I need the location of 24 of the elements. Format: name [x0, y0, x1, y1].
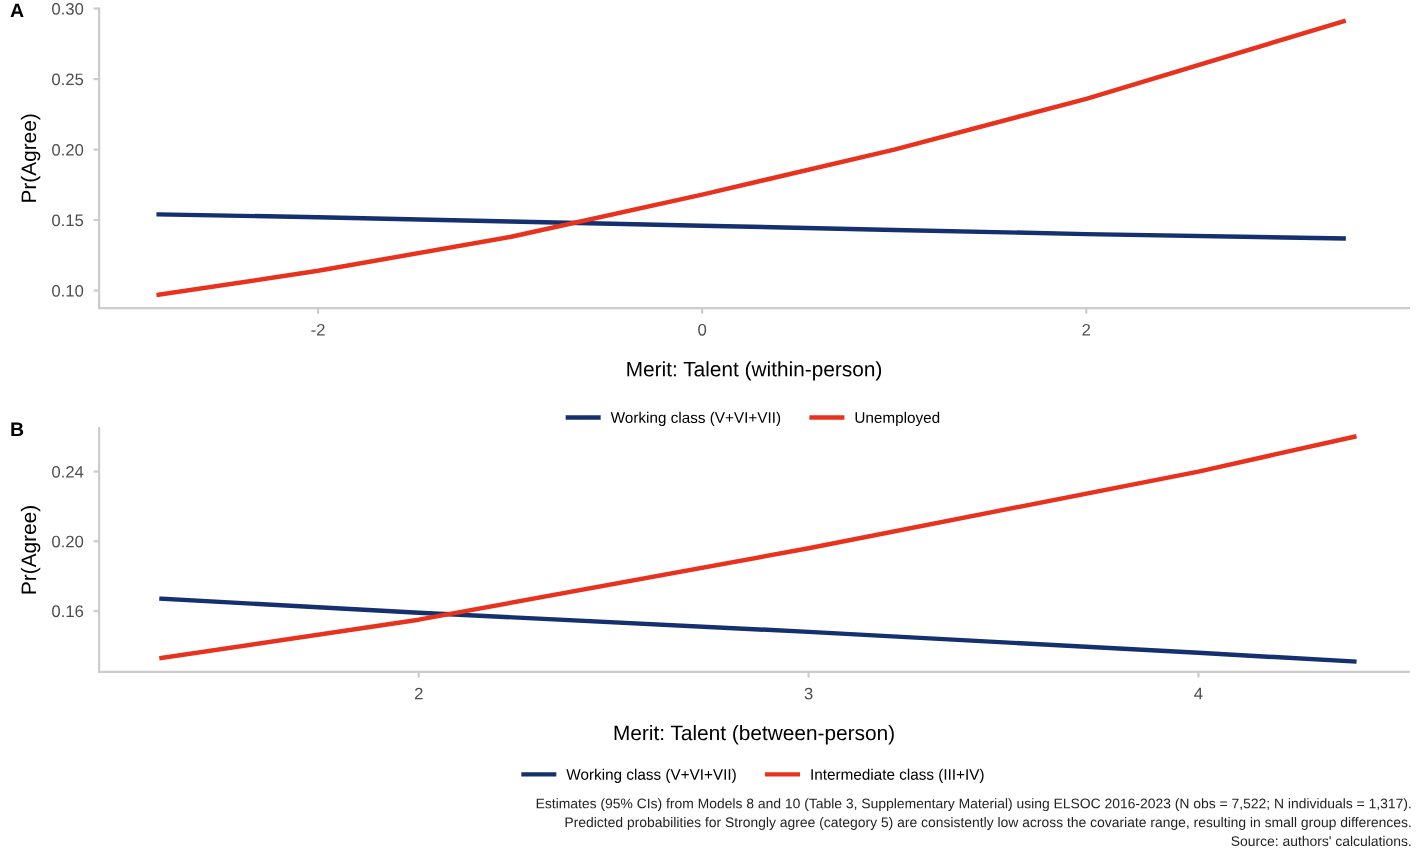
line-series	[156, 19, 1346, 297]
x-tick-label: 2	[1082, 323, 1091, 336]
x-tick-label: 3	[804, 687, 813, 700]
y-tick-label: 0.16	[52, 605, 84, 618]
line-series	[156, 212, 1346, 241]
y-tick-label: 0.25	[52, 73, 84, 86]
y-axis-title: Pr(Agree)	[20, 114, 41, 202]
x-tick-label: -2	[311, 323, 325, 336]
line-series	[159, 596, 1357, 664]
y-tick-label: 0.24	[52, 465, 84, 478]
chart-title: A	[10, 3, 24, 18]
x-tick-label: 2	[414, 687, 423, 700]
y-axis-title: Pr(Agree)	[20, 506, 41, 594]
chart-title: B	[11, 422, 24, 436]
x-tick-label: 4	[1194, 687, 1203, 700]
x-axis-title: Merit: Talent (within-person)	[627, 361, 882, 381]
y-tick-label: 0.20	[52, 535, 84, 548]
x-axis-title: Merit: Talent (between-person)	[614, 725, 894, 745]
x-tick-label: 0	[698, 323, 707, 336]
y-tick-label: 0.15	[52, 214, 84, 227]
y-tick-label: 0.30	[52, 2, 84, 15]
y-tick-label: 0.20	[52, 143, 84, 156]
line-series	[159, 434, 1357, 661]
y-tick-label: 0.10	[52, 284, 84, 297]
